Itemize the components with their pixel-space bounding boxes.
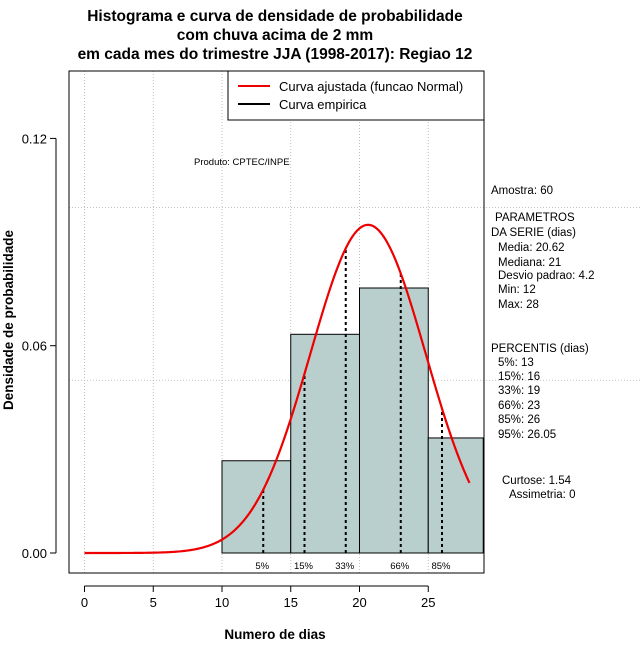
skewness: Assimetria: 0 (509, 489, 575, 501)
statistics-panel: Amostra: 60 PARAMETROS DA SERIE (dias) M… (491, 185, 595, 501)
params-heading-2: DA SERIE (dias) (491, 227, 576, 239)
percentile-lines: 5% 15% 33% 66% 85% (255, 248, 451, 572)
x-tick-label-25: 25 (421, 595, 435, 610)
credit-text: Produto: CPTEC/INPE (194, 157, 290, 168)
x-tick-label-15: 15 (284, 595, 298, 610)
axes: 0 5 10 15 20 25 0.00 0.06 0.12 (22, 131, 436, 610)
histogram-bar-4 (427, 437, 484, 554)
y-tick-label-1: 0.06 (22, 339, 47, 354)
legend: Curva ajustada (funcao Normal) Curva emp… (227, 70, 485, 121)
histogram-bar-2 (290, 333, 360, 554)
legend-label-empirical: Curva empirica (279, 97, 367, 112)
y-axis-label: Densidade de probabilidade (1, 229, 16, 410)
legend-box (227, 70, 485, 121)
param-max: Max: 28 (498, 299, 539, 311)
y-tick-label-2: 0.12 (22, 131, 47, 146)
param-mean: Media: 20.62 (498, 242, 565, 254)
normal-curve-line (84, 223, 471, 555)
chart-title-line-2: com chuva acima de 2 mm (177, 27, 373, 44)
x-axis-label: Numero de dias (224, 627, 325, 642)
param-median: Mediana: 21 (498, 257, 561, 269)
chart-title-line-1: Histograma e curva de densidade de proba… (87, 8, 463, 25)
pct-66: 66%: 23 (498, 400, 540, 412)
pct-33: 33%: 19 (498, 385, 540, 397)
histogram-bars (221, 287, 484, 554)
x-tick-label-5: 5 (150, 595, 157, 610)
param-sd: Desvio padrao: 4.2 (498, 270, 595, 282)
x-tick-label-0: 0 (81, 595, 88, 610)
kurtosis: Curtose: 1.54 (502, 475, 572, 487)
percentile-label-66: 66% (390, 561, 410, 572)
params-heading-1: PARAMETROS (495, 212, 575, 224)
legend-label-fitted: Curva ajustada (funcao Normal) (279, 79, 463, 94)
percentile-label-15: 15% (294, 561, 314, 572)
chart-title-line-3: em cada mes do trimestre JJA (1998-2017)… (78, 46, 473, 63)
x-tick-label-10: 10 (215, 595, 229, 610)
x-tick-label-20: 20 (352, 595, 366, 610)
param-min: Min: 12 (498, 284, 536, 296)
histogram-bar-1 (221, 460, 292, 554)
percentile-label-5: 5% (255, 561, 269, 572)
fitted-curve (84, 223, 471, 555)
pct-95: 95%: 26.05 (498, 429, 556, 441)
pct-15: 15%: 16 (498, 371, 540, 383)
pct-5: 5%: 13 (498, 357, 534, 369)
percentis-heading: PERCENTIS (dias) (491, 343, 589, 355)
pct-85: 85%: 26 (498, 414, 540, 426)
percentile-label-85: 85% (431, 561, 451, 572)
percentile-label-33: 33% (335, 561, 355, 572)
sample-size: Amostra: 60 (491, 185, 553, 197)
y-tick-label-0: 0.00 (22, 546, 47, 561)
